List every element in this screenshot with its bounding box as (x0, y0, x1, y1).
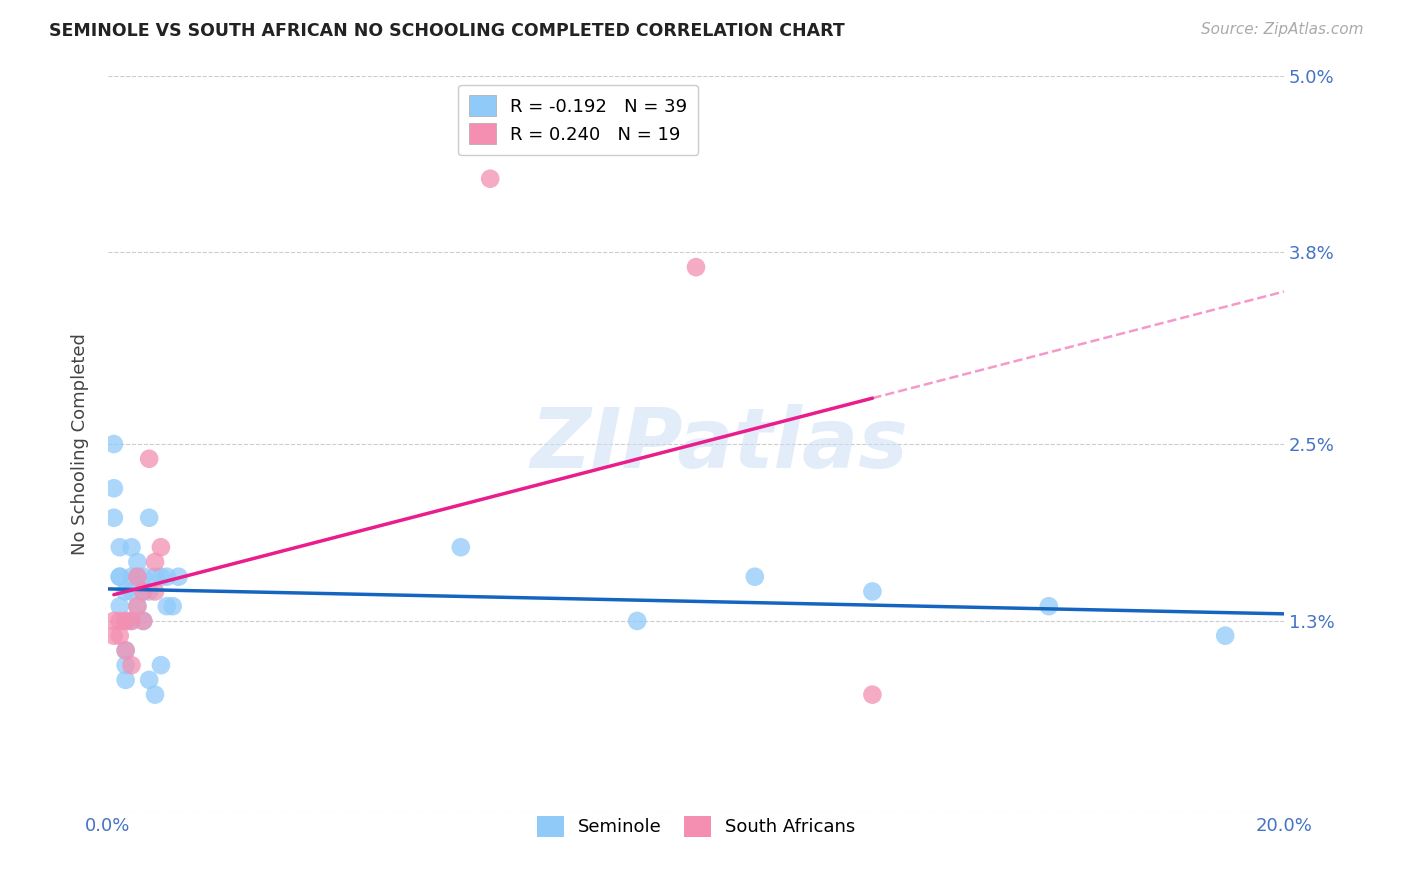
Point (114, 643, 136, 657)
Point (156, 599, 179, 614)
Point (114, 673, 136, 687)
Point (127, 599, 149, 614)
Point (108, 570, 131, 584)
Point (479, 171, 502, 186)
Point (860, 584, 883, 599)
Point (860, 688, 883, 702)
Point (132, 584, 155, 599)
Point (127, 599, 149, 614)
Point (108, 614, 131, 628)
Point (127, 570, 149, 584)
Point (132, 570, 155, 584)
Point (103, 437, 125, 451)
Text: SEMINOLE VS SOUTH AFRICAN NO SCHOOLING COMPLETED CORRELATION CHART: SEMINOLE VS SOUTH AFRICAN NO SCHOOLING C… (49, 22, 845, 40)
Point (143, 555, 166, 569)
Point (108, 599, 131, 614)
Point (121, 584, 143, 599)
Point (162, 599, 184, 614)
Point (121, 614, 143, 628)
Point (108, 629, 131, 643)
Point (149, 570, 172, 584)
Point (626, 614, 648, 628)
Point (121, 540, 143, 554)
Point (138, 510, 160, 524)
Point (1038, 599, 1060, 614)
Point (114, 584, 136, 599)
Point (149, 658, 172, 673)
Point (132, 614, 155, 628)
Legend: Seminole, South Africans: Seminole, South Africans (530, 809, 863, 844)
Point (121, 570, 143, 584)
Point (149, 540, 172, 554)
Point (103, 481, 125, 495)
Point (114, 643, 136, 657)
Text: Source: ZipAtlas.com: Source: ZipAtlas.com (1201, 22, 1364, 37)
Point (108, 570, 131, 584)
Text: ZIPatlas: ZIPatlas (530, 403, 908, 484)
Point (127, 555, 149, 569)
Point (156, 570, 179, 584)
Point (114, 614, 136, 628)
Point (138, 451, 160, 466)
Point (138, 673, 160, 687)
Point (108, 540, 131, 554)
Point (103, 614, 125, 628)
Point (1213, 629, 1236, 643)
Point (132, 584, 155, 599)
Point (103, 510, 125, 524)
Point (121, 658, 143, 673)
Point (121, 614, 143, 628)
Point (167, 570, 190, 584)
Point (143, 570, 166, 584)
Point (132, 614, 155, 628)
Point (143, 688, 166, 702)
Point (685, 260, 707, 274)
Point (114, 614, 136, 628)
Y-axis label: No Schooling Completed: No Schooling Completed (72, 333, 89, 555)
Point (103, 629, 125, 643)
Point (127, 570, 149, 584)
Point (450, 540, 472, 554)
Point (143, 584, 166, 599)
Point (138, 584, 160, 599)
Point (114, 658, 136, 673)
Point (744, 570, 766, 584)
